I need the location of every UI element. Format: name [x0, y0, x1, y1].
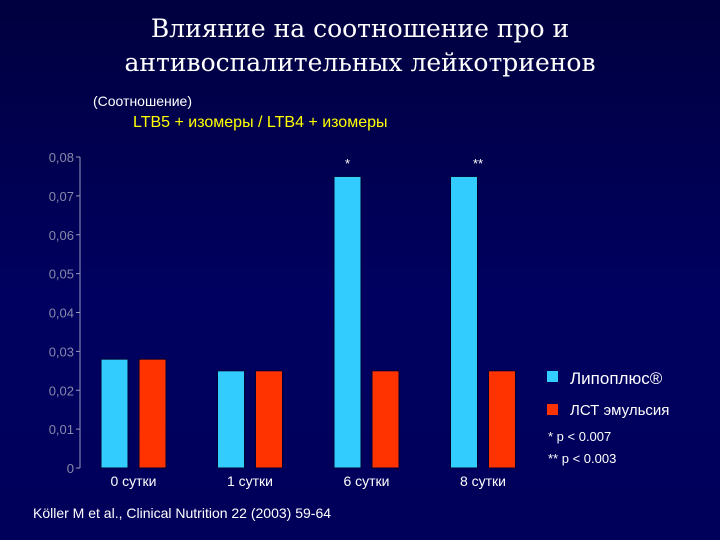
bar-series1-1 — [217, 370, 245, 469]
legend-swatch-series1 — [547, 371, 558, 382]
y-tick-label: 0,05 — [49, 267, 74, 282]
y-ticks: 0 0,01 0,02 0,03 0,04 0,05 0,06 0,07 0,08 — [49, 150, 80, 476]
bar-series2-0 — [138, 358, 167, 469]
p-value-note-1: * p < 0.007 — [548, 429, 612, 444]
source-citation: Köller M et al., Clinical Nutrition 22 (… — [33, 505, 332, 521]
chart-title-line1: Влияние на соотношение про и — [150, 14, 570, 43]
bar-series1-3 — [450, 175, 478, 469]
legend-swatch-series2 — [547, 404, 558, 415]
chart-title: Влияние на соотношение про и антивоспали… — [0, 12, 720, 80]
y-tick-label: 0,07 — [49, 189, 74, 204]
ratio-label: LTB5 + изомеры / LTB4 + изомеры — [133, 114, 388, 131]
bar-series1-2 — [333, 175, 362, 469]
y-tick-label: 0,02 — [49, 383, 74, 398]
bar-series2-3 — [488, 370, 516, 469]
significance-marker: ** — [473, 156, 483, 171]
y-tick-label: 0,06 — [49, 228, 74, 243]
unit-label: (Соотношение) — [93, 93, 192, 109]
x-tick-label: 6 сутки — [343, 473, 389, 489]
y-tick-label: 0,08 — [49, 150, 74, 165]
bar-series2-2 — [371, 370, 400, 469]
bars — [100, 175, 516, 469]
bar-series2-1 — [255, 370, 283, 469]
legend-label-series2: ЛСТ эмульсия — [570, 402, 670, 419]
x-tick-label: 1 сутки — [227, 473, 273, 489]
y-tick-label: 0,01 — [49, 422, 74, 437]
significance-marker: * — [345, 156, 350, 171]
x-tick-label: 8 сутки — [460, 473, 506, 489]
y-tick-label: 0 — [67, 461, 74, 476]
legend-label-series1: Липоплюс® — [570, 369, 663, 388]
chart-title-line2: антивоспалительных лейкотриенов — [124, 48, 596, 77]
x-tick-label: 0 сутки — [110, 473, 156, 489]
y-tick-label: 0,03 — [49, 344, 74, 359]
y-tick-label: 0,04 — [49, 306, 74, 321]
bar-annotations: * ** — [345, 156, 483, 171]
bar-series1-0 — [100, 358, 129, 469]
p-value-note-2: ** p < 0.003 — [548, 451, 617, 466]
x-labels: 0 сутки 1 сутки 6 сутки 8 сутки — [110, 473, 506, 489]
